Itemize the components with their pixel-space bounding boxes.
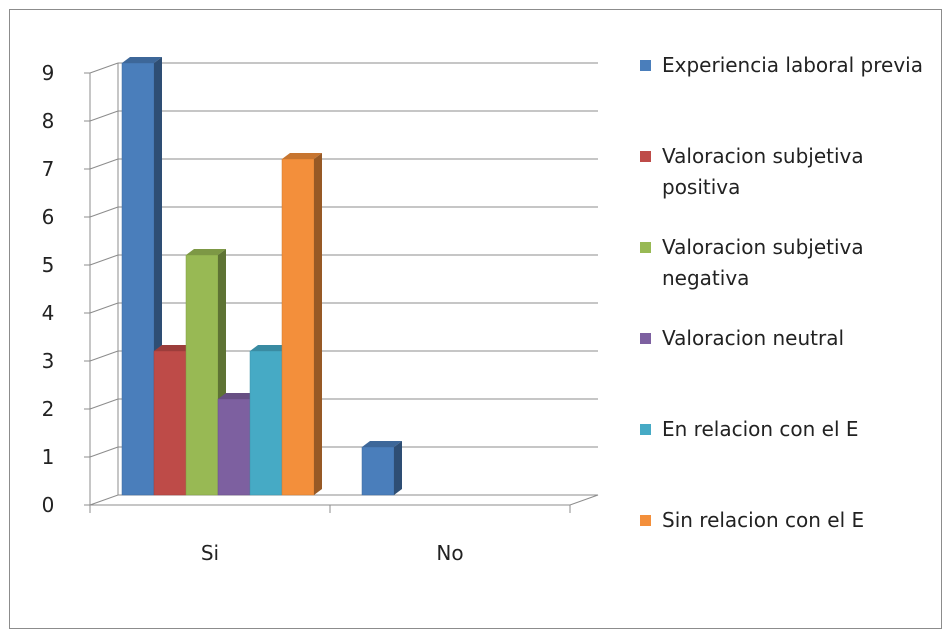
gridline-side — [89, 350, 119, 362]
legend-swatch — [640, 515, 651, 526]
legend-label: Experiencia laboral previa — [662, 53, 923, 77]
legend-label: Sin relacion con el E — [662, 508, 865, 532]
gridline-side — [89, 302, 119, 314]
legend-label: Valoracion subjetiva negativa — [662, 235, 864, 290]
bar-top — [250, 345, 290, 351]
gridline-side — [89, 398, 119, 410]
bar — [121, 57, 162, 496]
x-tick-label: No — [436, 541, 463, 565]
gridline-side — [89, 446, 119, 458]
bar-side — [394, 441, 402, 495]
y-tick-label: 1 — [42, 445, 55, 469]
bar — [361, 441, 402, 496]
y-tick-label: 4 — [42, 301, 55, 325]
y-tick-label: 8 — [42, 109, 55, 133]
bar-front — [217, 398, 251, 496]
gridline-side — [89, 206, 119, 218]
y-tick-label: 9 — [42, 61, 55, 85]
x-tick-label: Si — [201, 541, 219, 565]
legend-label: Valoracion subjetiva positiva — [662, 144, 864, 199]
legend-swatch — [640, 60, 651, 71]
y-tick-label: 6 — [42, 205, 55, 229]
bar-top — [218, 393, 258, 399]
bar-top — [362, 441, 402, 447]
y-tick-label: 0 — [42, 493, 55, 517]
bar-front — [153, 350, 187, 496]
bar-front — [121, 62, 155, 496]
bar — [281, 153, 322, 496]
bar-top — [122, 57, 162, 63]
bars — [121, 57, 402, 496]
legend-swatch — [640, 151, 651, 162]
bar-top — [282, 153, 322, 159]
bar-front — [185, 254, 219, 496]
legend-swatch — [640, 333, 651, 344]
bar-front — [361, 446, 395, 496]
gridline-side — [89, 254, 119, 266]
chart-frame — [9, 9, 942, 629]
legend-label: En relacion con el E — [662, 417, 859, 441]
y-tick-label: 7 — [42, 157, 55, 181]
legend-label: Valoracion neutral — [662, 326, 845, 350]
y-tick-label: 2 — [42, 397, 55, 421]
gridline-side — [89, 110, 119, 122]
bar-chart: 0 1 2 3 4 5 6 7 8 9 Si No — [42, 57, 599, 565]
bar-top — [154, 345, 194, 351]
bar-front — [281, 158, 315, 496]
y-tick-label: 3 — [42, 349, 55, 373]
gridline-side — [89, 62, 119, 74]
bar-side — [314, 153, 322, 495]
x-axis: Si No — [89, 504, 571, 565]
bar-top — [186, 249, 226, 255]
y-axis-ticks: 0 1 2 3 4 5 6 7 8 9 — [42, 61, 55, 517]
legend-swatch — [640, 424, 651, 435]
gridline-side — [89, 158, 119, 170]
y-tick-label: 5 — [42, 253, 55, 277]
legend-swatch — [640, 242, 651, 253]
chart-floor — [89, 494, 599, 506]
bar-front — [249, 350, 283, 496]
